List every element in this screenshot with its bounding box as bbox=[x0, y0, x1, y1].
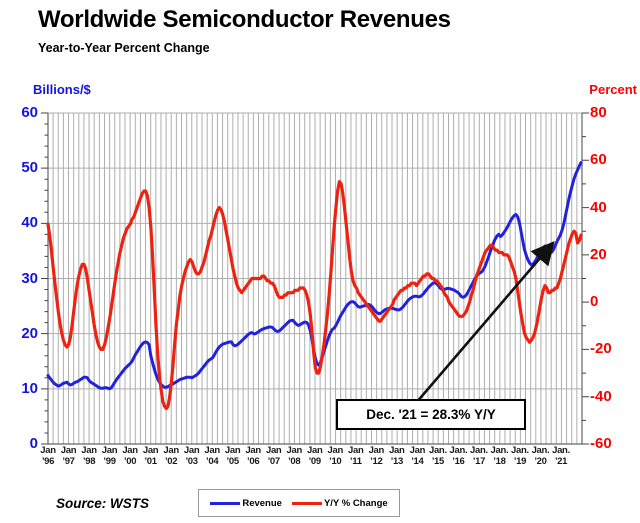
right-axis-title: Percent bbox=[589, 82, 637, 97]
x-axis-tick-label: Jan ’06 bbox=[245, 445, 261, 467]
axis-ticks bbox=[41, 112, 589, 445]
x-axis-tick-label: Jan. ’21 bbox=[552, 445, 570, 467]
right-axis-tick-label: -20 bbox=[590, 340, 612, 358]
left-axis-tick-label: 50 bbox=[21, 159, 38, 177]
x-axis-tick-label: Jan ’13 bbox=[389, 445, 405, 467]
right-axis-tick-label: -60 bbox=[590, 435, 612, 452]
left-axis-tick-label: 20 bbox=[21, 324, 38, 342]
callout-arrow bbox=[409, 241, 555, 411]
left-axis-tick-label: 30 bbox=[21, 269, 38, 287]
legend-swatch-yoy-icon bbox=[291, 501, 322, 505]
legend-swatch-revenue-icon bbox=[210, 501, 241, 505]
legend-label-revenue: Revenue bbox=[242, 497, 282, 509]
x-axis-tick-label: Jan ’14 bbox=[409, 445, 426, 467]
x-axis-tick-label: Jan ’11 bbox=[348, 445, 364, 467]
x-axis-tick-label: Jan. ’15 bbox=[428, 445, 447, 467]
x-axis-tick-label: Jan ’99 bbox=[101, 445, 118, 467]
x-axis-tick-label: Jan. ’19 bbox=[511, 445, 529, 467]
x-axis-tick-label: Jan ’08 bbox=[286, 445, 302, 467]
left-axis-title: Billions/$ bbox=[33, 82, 91, 97]
left-axis-tick-label: 40 bbox=[21, 214, 38, 232]
x-axis-tick-label: Jan ’03 bbox=[183, 445, 200, 467]
x-axis-tick-label: Jan ’01 bbox=[142, 445, 159, 467]
chart-title: Worldwide Semiconductor Revenues bbox=[38, 6, 451, 33]
gridlines bbox=[47, 112, 583, 444]
right-axis-tick-label: 0 bbox=[590, 293, 599, 311]
left-axis-tick-label: 0 bbox=[29, 435, 38, 452]
callout-box: Dec. '21 = 28.3% Y/Y bbox=[336, 399, 526, 430]
right-axis-tick-label: -40 bbox=[590, 387, 612, 405]
yoy-change-line bbox=[46, 180, 583, 411]
callout-text: Dec. '21 = 28.3% Y/Y bbox=[366, 407, 496, 422]
x-axis-tick-label: Jan ’09 bbox=[307, 445, 323, 467]
right-axis-tick-label: 60 bbox=[590, 151, 607, 169]
x-axis-tick-label: Jan ’98 bbox=[81, 445, 97, 467]
right-axis-tick-label: 40 bbox=[590, 198, 607, 216]
x-axis-tick-label: Jan ’05 bbox=[224, 445, 241, 467]
x-axis-tick-label: Jan ’04 bbox=[204, 445, 220, 467]
x-axis-tick-label: Jan ’10 bbox=[327, 445, 344, 467]
legend: Revenue Y/Y % Change bbox=[198, 489, 400, 517]
source-text: Source: WSTS bbox=[56, 496, 150, 511]
x-axis-tick-label: Jan ’07 bbox=[265, 445, 282, 467]
x-axis-tick-label: Jan. ’20 bbox=[531, 445, 550, 467]
x-axis-tick-label: Jan ’96 bbox=[40, 445, 56, 467]
right-axis-tick-label: 20 bbox=[590, 245, 607, 263]
right-axis-tick-label: 80 bbox=[590, 104, 607, 121]
legend-label-yoy: Y/Y % Change bbox=[323, 497, 388, 509]
chart-subtitle: Year-to-Year Percent Change bbox=[38, 41, 210, 55]
x-axis-tick-label: Jan ’12 bbox=[368, 445, 385, 467]
x-axis-tick-label: Jan. ’18 bbox=[490, 445, 509, 467]
x-axis-tick-label: Jan. ’16 bbox=[449, 445, 468, 467]
x-axis-tick-label: Jan ’00 bbox=[122, 445, 138, 467]
x-axis-tick-label: Jan ’97 bbox=[60, 445, 77, 467]
x-axis-tick-label: Jan. ’17 bbox=[470, 445, 488, 467]
left-axis-tick-label: 60 bbox=[21, 104, 38, 121]
x-axis-tick-label: Jan ’02 bbox=[163, 445, 179, 467]
left-axis-tick-label: 10 bbox=[21, 379, 38, 397]
